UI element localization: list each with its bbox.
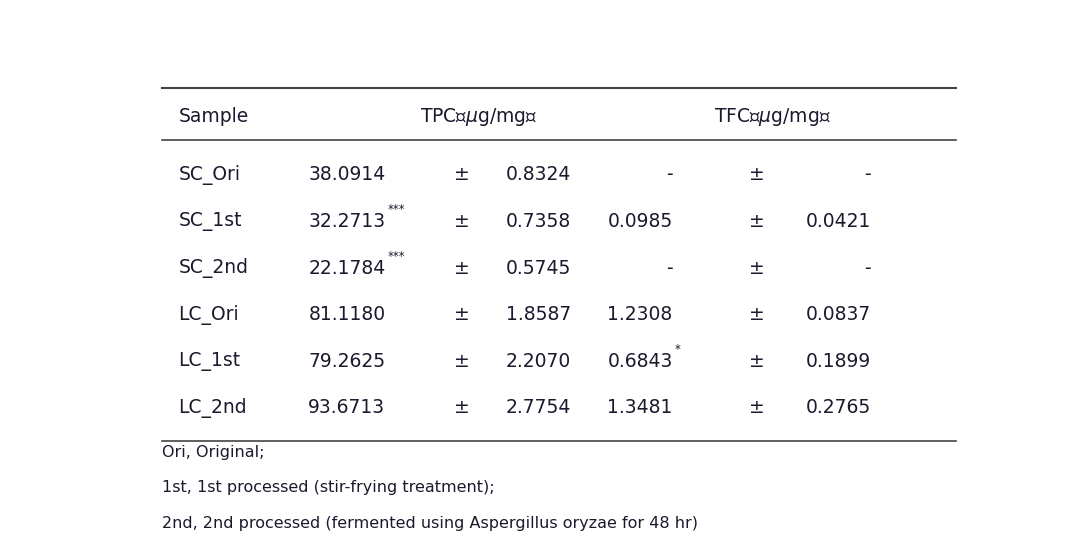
Text: ***: *** [387,204,404,217]
Text: 0.0421: 0.0421 [806,212,871,231]
Text: ±: ± [749,352,765,371]
Text: ±: ± [453,352,470,371]
Text: 1st, 1st processed (stir-frying treatment);: 1st, 1st processed (stir-frying treatmen… [161,480,494,495]
Text: Sample: Sample [179,107,249,126]
Text: LC_1st: LC_1st [179,352,241,371]
Text: 0.0837: 0.0837 [806,305,871,324]
Text: 1.2308: 1.2308 [607,305,673,324]
Text: 2.7754: 2.7754 [506,399,571,417]
Text: -: - [666,259,673,278]
Text: ±: ± [453,165,470,185]
Text: -: - [864,165,871,185]
Text: SC_2nd: SC_2nd [179,258,249,278]
Text: ±: ± [453,399,470,417]
Text: 81.1180: 81.1180 [308,305,386,324]
Text: SC_Ori: SC_Ori [179,165,241,185]
Text: ±: ± [453,305,470,324]
Text: 0.5745: 0.5745 [506,259,571,278]
Text: LC_Ori: LC_Ori [179,305,239,325]
Text: 1.3481: 1.3481 [607,399,673,417]
Text: SC_1st: SC_1st [179,212,242,231]
Text: *: * [675,343,680,356]
Text: 22.1784: 22.1784 [308,259,386,278]
Text: LC_2nd: LC_2nd [179,398,247,418]
Text: ±: ± [749,165,765,185]
Text: 0.1899: 0.1899 [806,352,871,371]
Text: 0.2765: 0.2765 [806,399,871,417]
Text: ±: ± [749,399,765,417]
Text: ±: ± [749,212,765,231]
Text: 0.6843: 0.6843 [607,352,673,371]
Text: 0.0985: 0.0985 [607,212,673,231]
Text: ±: ± [749,259,765,278]
Text: TFC（$\mu$g/mg）: TFC（$\mu$g/mg） [714,106,831,128]
Text: 2.2070: 2.2070 [506,352,571,371]
Text: -: - [864,259,871,278]
Text: 32.2713: 32.2713 [308,212,386,231]
Text: ±: ± [749,305,765,324]
Text: TPC（$\mu$g/mg）: TPC（$\mu$g/mg） [420,106,537,128]
Text: Ori, Original;: Ori, Original; [161,445,264,460]
Text: 0.8324: 0.8324 [506,165,571,185]
Text: ***: *** [387,250,404,263]
Text: ±: ± [453,259,470,278]
Text: 2nd, 2nd processed (fermented using Aspergillus oryzae for 48 hr): 2nd, 2nd processed (fermented using Aspe… [161,516,698,530]
Text: 1.8587: 1.8587 [506,305,571,324]
Text: ±: ± [453,212,470,231]
Text: 0.7358: 0.7358 [506,212,571,231]
Text: 93.6713: 93.6713 [308,399,386,417]
Text: 79.2625: 79.2625 [308,352,386,371]
Text: 38.0914: 38.0914 [308,165,386,185]
Text: -: - [666,165,673,185]
